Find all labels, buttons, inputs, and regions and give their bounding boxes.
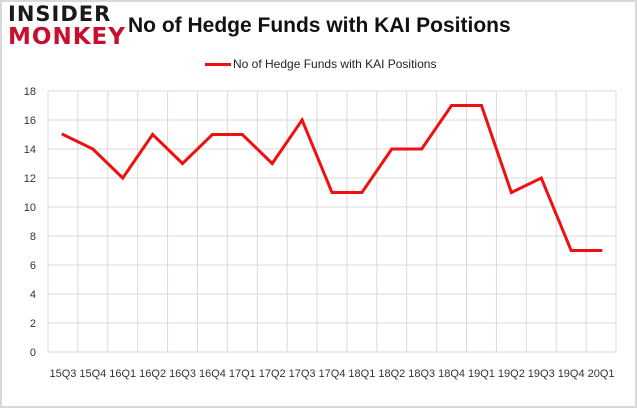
x-tick-label-0: 15Q3 [49,368,76,380]
y-tick-label-6: 6 [30,260,36,272]
x-tick-label-13: 18Q4 [438,368,465,380]
y-tick-label-16: 16 [24,115,36,127]
data-point-4 [181,162,185,165]
legend-swatch [205,62,231,66]
y-tick-label-8: 8 [30,231,36,243]
data-point-13 [450,104,454,107]
y-tick-label-12: 12 [24,173,36,185]
x-tick-label-8: 17Q3 [289,368,316,380]
x-tick-label-6: 17Q1 [229,368,256,380]
x-axis-ticks: 15Q3 15Q4 16Q1 16Q2 16Q3 16Q4 17Q1 17Q2 17Q3 17Q4… [49,368,614,380]
logo-text-monkey: MONKEY [8,24,126,50]
data-point-10 [360,191,364,194]
data-point-1 [91,147,95,151]
data-point-12 [420,147,424,151]
chart-legend: No of Hedge Funds with KAI Positions [205,56,436,72]
x-tick-label-10: 18Q1 [348,368,375,380]
x-tick-label-1: 15Q4 [79,368,106,380]
data-point-18 [599,249,603,252]
data-point-6 [240,133,244,136]
y-axis-ticks: 0 2 4 6 8 10 12 14 16 18 [24,86,36,359]
data-point-11 [390,147,394,151]
x-tick-label-5: 16Q4 [199,368,226,380]
data-point-17 [569,249,573,252]
x-tick-label-4: 16Q3 [169,368,196,380]
data-point-15 [509,191,513,194]
x-tick-label-11: 18Q2 [378,368,405,380]
x-tick-label-14: 19Q1 [468,368,495,380]
x-tick-label-17: 19Q4 [558,368,585,380]
data-point-3 [151,133,155,136]
gridlines [47,90,617,353]
y-tick-label-2: 2 [30,318,36,330]
x-tick-label-18: 20Q1 [588,368,615,380]
x-tick-label-2: 16Q1 [109,368,136,380]
series-layer [61,104,603,252]
chart-title: No of Hedge Funds with KAI Positions [128,14,511,37]
y-tick-label-4: 4 [30,289,36,301]
x-tick-label-12: 18Q3 [408,368,435,380]
data-point-0 [61,133,65,136]
data-point-14 [479,104,483,107]
x-tick-label-9: 17Q4 [319,368,346,380]
y-tick-label-14: 14 [24,144,36,156]
data-point-7 [270,162,274,165]
y-tick-label-0: 0 [30,347,36,359]
x-tick-label-3: 16Q2 [139,368,166,380]
data-point-16 [539,176,543,180]
data-point-9 [330,191,334,194]
logo-text-insider: INSIDER [8,2,112,26]
x-tick-label-7: 17Q2 [259,368,286,380]
insider-monkey-logo: INSIDER MONKEY [8,2,126,50]
y-tick-label-18: 18 [24,86,36,98]
data-point-2 [121,176,125,180]
y-tick-label-10: 10 [24,202,36,214]
x-tick-label-15: 19Q2 [498,368,525,380]
x-tick-label-16: 19Q3 [528,368,555,380]
data-point-5 [210,133,214,136]
data-point-8 [300,118,304,122]
legend-label: No of Hedge Funds with KAI Positions [233,57,437,71]
